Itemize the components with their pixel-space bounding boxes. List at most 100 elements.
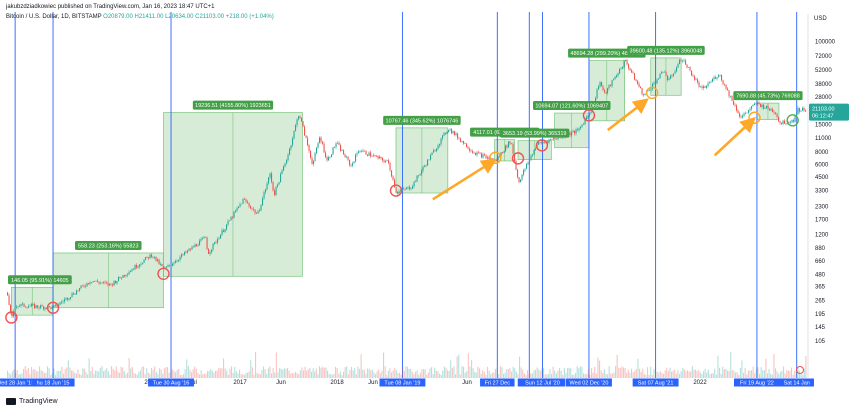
volume-bar xyxy=(567,368,569,378)
candle-body xyxy=(133,269,135,270)
volume-bar xyxy=(226,370,228,378)
measure-label: 19236.51 (4155.80%) 1923651 xyxy=(195,103,271,109)
volume-bar xyxy=(805,355,807,378)
candle-body xyxy=(415,181,417,183)
candle-body xyxy=(422,166,424,171)
volume-bar xyxy=(666,367,668,378)
volume-bar xyxy=(434,367,436,378)
candle-body xyxy=(505,145,507,152)
volume-bar xyxy=(242,374,244,378)
volume-bar xyxy=(80,374,82,378)
volume-bar xyxy=(544,374,546,378)
volume-bar xyxy=(717,355,719,378)
candle-body xyxy=(290,145,292,149)
volume-bar xyxy=(99,367,101,378)
candle-body xyxy=(229,220,231,222)
y-tick-label: 28000 xyxy=(815,95,832,101)
candle-body xyxy=(659,73,661,79)
candle-body xyxy=(736,105,738,111)
volume-bar xyxy=(207,371,209,378)
volume-bar xyxy=(235,371,237,378)
candle-body xyxy=(106,282,108,284)
volume-bar xyxy=(512,366,514,378)
candle-body xyxy=(526,164,528,169)
volume-bar xyxy=(136,374,138,378)
candle-body xyxy=(77,290,79,292)
volume-bar xyxy=(442,370,444,378)
candle-body xyxy=(439,144,441,146)
volume-bar xyxy=(483,371,485,378)
candle-body xyxy=(127,274,129,276)
candle-body xyxy=(703,86,705,88)
marker-circle xyxy=(535,139,549,152)
last-price-tag xyxy=(809,103,849,121)
volume-bar xyxy=(768,369,770,378)
volume-bar xyxy=(85,371,87,378)
candle-body xyxy=(733,100,735,105)
candle-body xyxy=(721,75,723,81)
candle-body xyxy=(320,137,322,142)
candle-body xyxy=(580,126,582,129)
volume-bar xyxy=(557,370,559,378)
publisher-line: jakubzdziadkowiec published on TradingVi… xyxy=(6,4,215,10)
volume-bar xyxy=(669,367,671,378)
volume-bar xyxy=(359,368,361,378)
candle-body xyxy=(599,82,601,87)
candle-body xyxy=(292,138,294,146)
volume-bar xyxy=(498,374,500,378)
candle-body xyxy=(475,153,477,156)
volume-bar xyxy=(787,370,789,378)
marker-circle xyxy=(511,152,525,165)
volume-bar xyxy=(179,374,181,378)
volume-bar xyxy=(463,366,465,378)
volume-bar xyxy=(171,369,173,378)
candle-body xyxy=(244,199,246,200)
candle-body xyxy=(440,138,442,145)
volume-bar xyxy=(655,372,657,378)
volume-bar xyxy=(619,368,621,378)
candle-body xyxy=(797,108,799,114)
marker-circle xyxy=(157,267,170,280)
volume-bar xyxy=(344,367,346,378)
candle-body xyxy=(346,156,348,158)
volume-bar xyxy=(600,370,602,378)
candle-body xyxy=(748,110,750,113)
candle-body xyxy=(370,152,372,157)
volume-bar xyxy=(216,370,218,378)
candle-body xyxy=(269,173,271,178)
volume-bar xyxy=(752,366,754,378)
volume-bar xyxy=(485,374,487,378)
candle-body xyxy=(700,86,702,88)
candle-body xyxy=(62,301,64,303)
volume-bar xyxy=(107,371,109,378)
candle-body xyxy=(80,285,82,289)
volume-bar xyxy=(651,374,653,378)
volume-bar xyxy=(267,368,269,378)
volume-bar xyxy=(312,368,314,378)
candle-body xyxy=(706,85,708,88)
x-tick-label: 2018 xyxy=(330,380,344,386)
volume-bar xyxy=(138,371,140,378)
volume-bar xyxy=(683,369,685,378)
candle-body xyxy=(101,282,103,284)
volume-bar xyxy=(114,370,116,378)
volume-bar xyxy=(13,369,15,378)
measure-label: 7690.88 (45.73%) 769088 xyxy=(736,94,800,100)
volume-bar xyxy=(266,373,268,378)
candle-body xyxy=(50,306,52,309)
candle-body xyxy=(353,161,355,164)
tradingview-footer[interactable]: TradingView xyxy=(6,398,58,405)
volume-bar xyxy=(203,373,205,378)
candle-body xyxy=(358,151,360,154)
volume-bar xyxy=(299,370,301,378)
volume-bar xyxy=(533,370,535,378)
y-tick-label: 880 xyxy=(815,246,826,252)
volume-bar xyxy=(456,356,458,378)
volume-bar xyxy=(272,367,274,378)
candle-body xyxy=(550,139,552,140)
volume-bar xyxy=(103,371,105,378)
volume-bar xyxy=(730,352,732,378)
volume-bars xyxy=(7,352,807,378)
candle-body xyxy=(785,123,787,125)
